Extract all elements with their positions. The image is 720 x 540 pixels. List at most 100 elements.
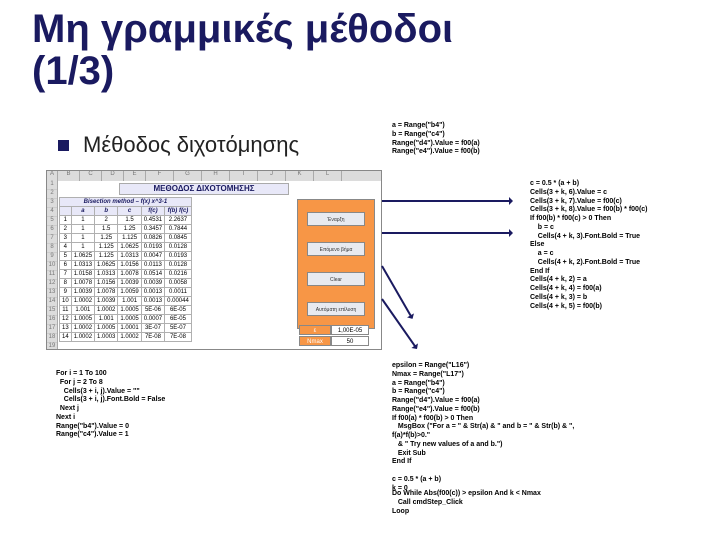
table-cell: 0.0193 xyxy=(141,243,164,252)
table-cell: 5E-07 xyxy=(165,324,192,333)
table-cell: 1.0625 xyxy=(95,261,118,270)
col-head-cell: K xyxy=(286,171,314,181)
table-cell: 1.0005 xyxy=(118,306,141,315)
table-cell: 0.00044 xyxy=(165,297,192,306)
row-number-cell: 15 xyxy=(47,307,57,316)
table-cell: 1.0002 xyxy=(71,297,94,306)
table-row: 1121.50.45312.2637 xyxy=(60,216,192,225)
table-header-cell xyxy=(60,207,72,216)
code-clear-loop: For i = 1 To 100 For j = 2 To 8 Cells(3 … xyxy=(56,370,165,440)
table-cell: 0.4531 xyxy=(141,216,164,225)
row-number-cell: 14 xyxy=(47,298,57,307)
table-cell: 3E-07 xyxy=(141,324,164,333)
table-cell: 1.0003 xyxy=(95,333,118,342)
table-row: 91.00391.00781.00590.00130.0011 xyxy=(60,288,192,297)
table-cell: 0.0128 xyxy=(165,261,192,270)
table-cell: 1 xyxy=(71,216,94,225)
table-row: 411.1251.06250.01930.0128 xyxy=(60,243,192,252)
table-cell: 6E-05 xyxy=(165,315,192,324)
table-cell: 1.25 xyxy=(118,225,141,234)
epsilon-value: 1,00E-05 xyxy=(331,325,369,335)
table-header-cell: b xyxy=(95,207,118,216)
table-cell: 0.0007 xyxy=(141,315,164,324)
table-cell: 1.0078 xyxy=(71,279,94,288)
nmax-value: 50 xyxy=(331,336,369,346)
title-line-2: (1/3) xyxy=(32,49,114,93)
table-cell: 3 xyxy=(60,234,72,243)
table-cell: 1.0039 xyxy=(118,279,141,288)
table-cell: 11 xyxy=(60,306,72,315)
table-cell: 1.0078 xyxy=(95,288,118,297)
nmax-label: Nmax xyxy=(299,336,331,346)
col-head-cell: H xyxy=(202,171,230,181)
table-cell: 0.0845 xyxy=(165,234,192,243)
table-cell: 8 xyxy=(60,279,72,288)
title-line-1: Μη γραμμικές μέθοδοι xyxy=(32,7,453,51)
row-number-cell: 12 xyxy=(47,280,57,289)
table-cell: 1.001 xyxy=(118,297,141,306)
table-cell: 14 xyxy=(60,333,72,342)
table-cell: 1.0002 xyxy=(95,306,118,315)
code-auto-solve: epsilon = Range("L16") Nmax = Range("L17… xyxy=(392,362,574,493)
bullet-text: Μέθοδος διχοτόμησης xyxy=(83,132,299,158)
table-cell: 1.0156 xyxy=(95,279,118,288)
table-row: 81.00781.01561.00390.00390.0058 xyxy=(60,279,192,288)
table-cell: 1.0001 xyxy=(118,324,141,333)
row-number-cell: 16 xyxy=(47,316,57,325)
table-cell: 6E-05 xyxy=(165,306,192,315)
row-number-cell: 19 xyxy=(47,343,57,350)
table-cell: 1 xyxy=(71,234,94,243)
table-cell: 4 xyxy=(60,243,72,252)
epsilon-label: ε xyxy=(299,325,331,335)
table-cell: 1.0625 xyxy=(118,243,141,252)
row-number-cell: 9 xyxy=(47,253,57,262)
col-head-cell: A xyxy=(47,171,58,181)
table-cell: 1.0059 xyxy=(118,288,141,297)
row-number-cell: 11 xyxy=(47,271,57,280)
table-cell: 1 xyxy=(71,243,94,252)
code-do-while: Do While Abs(f00(c)) > epsilon And k < N… xyxy=(392,490,541,516)
table-cell: 1.25 xyxy=(95,234,118,243)
table-row: 101.00021.00391.0010.00130.00044 xyxy=(60,297,192,306)
table-cell: 1.0625 xyxy=(71,252,94,261)
table-cell: 0.0047 xyxy=(141,252,164,261)
col-head-cell: F xyxy=(146,171,174,181)
table-cell: 1.0313 xyxy=(118,252,141,261)
table-row: 121.00051.0011.00050.00076E-05 xyxy=(60,315,192,324)
table-cell: 0.0514 xyxy=(141,270,164,279)
table-row: 111.0011.00021.00055E-066E-05 xyxy=(60,306,192,315)
row-number-cell: 7 xyxy=(47,235,57,244)
macro-button[interactable]: Clear xyxy=(307,272,365,286)
row-number-cell: 17 xyxy=(47,325,57,334)
table-cell: 7E-08 xyxy=(165,333,192,342)
table-row: 131.00021.00051.00013E-075E-07 xyxy=(60,324,192,333)
table-cell: 7 xyxy=(60,270,72,279)
table-cell: 1.0039 xyxy=(71,288,94,297)
code-init-range: a = Range("b4") b = Range("c4") Range("d… xyxy=(392,122,480,157)
table-cell: 13 xyxy=(60,324,72,333)
row-number-cell: 6 xyxy=(47,226,57,235)
col-head-cell: D xyxy=(102,171,124,181)
table-cell: 1.125 xyxy=(95,252,118,261)
table-cell: 6 xyxy=(60,261,72,270)
table-cell: 2 xyxy=(95,216,118,225)
column-headers: ABCDEFGHIJKL xyxy=(47,171,381,181)
method-title: ΜΕΘΟΔΟΣ ΔΙΧΟΤΟΜΗΣΗΣ xyxy=(119,183,289,195)
table-cell: 0.0013 xyxy=(141,297,164,306)
col-head-cell: E xyxy=(124,171,146,181)
table-cell: 1.0002 xyxy=(118,333,141,342)
arrow-icon xyxy=(382,200,512,202)
col-head-cell: B xyxy=(58,171,80,181)
spreadsheet: ABCDEFGHIJKL 123456789101112131415161718… xyxy=(46,170,382,350)
table-headline: Bisection method – f(x) x^3-1 xyxy=(60,198,192,207)
col-head-cell: G xyxy=(174,171,202,181)
table-cell: 0.0193 xyxy=(165,252,192,261)
macro-button[interactable]: Έναρξη xyxy=(307,212,365,226)
macro-button[interactable]: Αυτόματη επίλυση xyxy=(307,302,365,316)
row-number-cell: 8 xyxy=(47,244,57,253)
table-cell: 1.0313 xyxy=(71,261,94,270)
macro-button[interactable]: Επόμενο βήμα xyxy=(307,242,365,256)
table-cell: 1.125 xyxy=(95,243,118,252)
arrow-icon xyxy=(381,266,413,319)
eps-nmax-block: ε 1,00E-05 Nmax 50 xyxy=(299,325,369,346)
